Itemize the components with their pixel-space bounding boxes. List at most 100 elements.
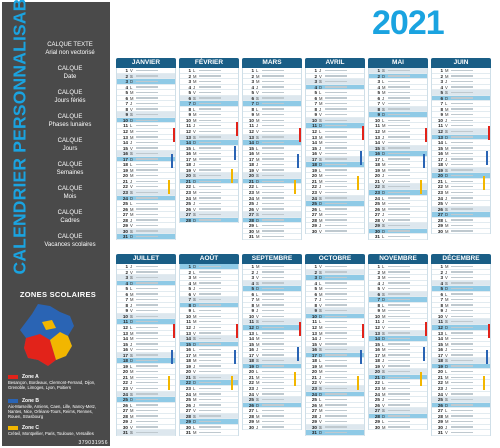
saint-name-placeholder (325, 282, 347, 284)
day-row: 17 M (243, 157, 301, 163)
day-number: 18 (248, 162, 254, 168)
day-number: 13 (248, 134, 254, 140)
day-number: 18 (311, 358, 317, 364)
day-letter: S (319, 269, 322, 275)
day-number: 22 (374, 380, 380, 386)
day-letter: J (130, 302, 133, 308)
day-letter: L (382, 419, 385, 425)
day-letter: M (130, 90, 134, 96)
saint-name-placeholder (451, 219, 473, 221)
day-row: 20 M (117, 173, 175, 179)
day-letter: M (382, 201, 386, 207)
holiday-stripe (483, 176, 485, 191)
day-number: 31 (248, 234, 254, 240)
day-letter: M (193, 280, 197, 286)
day-number: 24 (374, 195, 380, 201)
day-letter: M (319, 101, 323, 107)
zone-a-legend: Zone A Besançon, Bordeaux, Clermont-Ferr… (8, 374, 96, 390)
day-number: 26 (311, 206, 317, 212)
day-row: 23 M (369, 386, 427, 392)
saint-name-placeholder (325, 398, 347, 401)
day-letter: D (130, 156, 134, 162)
saint-name-placeholder (262, 354, 284, 356)
day-number: 4 (251, 84, 254, 90)
day-number: 14 (185, 336, 191, 342)
holiday-stripe (362, 126, 364, 141)
saint-name-placeholder (325, 370, 347, 373)
day-number: 13 (311, 330, 317, 336)
day-letter: D (130, 358, 134, 364)
day-number: 5 (251, 286, 254, 292)
day-number: 16 (311, 347, 317, 353)
day-row: 11 D (306, 123, 364, 130)
saint-name-placeholder (136, 224, 158, 227)
day-letter: M (382, 90, 386, 96)
day-letter: M (130, 134, 134, 140)
saint-name-placeholder (388, 409, 410, 412)
day-letter: M (319, 173, 323, 179)
day-letter: D (193, 419, 197, 425)
day-row: 27 M (306, 408, 364, 414)
day-row: 15 L (180, 146, 238, 152)
day-number: 19 (374, 167, 380, 173)
saint-name-placeholder (262, 197, 284, 199)
saint-name-placeholder (136, 426, 158, 428)
saint-name-placeholder (262, 152, 284, 155)
day-number: 28 (311, 217, 317, 223)
day-row: 22 V (306, 380, 364, 387)
france-zones-map (20, 304, 74, 366)
day-number: 9 (251, 112, 254, 118)
day-number: 8 (251, 302, 254, 308)
day-number: 29 (248, 223, 254, 229)
day-letter: D (130, 79, 134, 85)
saint-name-placeholder (136, 136, 158, 138)
saint-name-placeholder (199, 420, 221, 423)
day-letter: M (130, 330, 134, 336)
day-row: 23 D (369, 190, 427, 196)
day-letter: D (256, 101, 260, 107)
saint-name-placeholder (325, 174, 347, 177)
day-letter: L (319, 206, 322, 212)
day-number: 20 (311, 173, 317, 179)
day-letter: M (319, 408, 323, 414)
day-letter: V (193, 369, 196, 375)
day-row: 13 M (306, 135, 364, 141)
saint-name-placeholder (325, 354, 347, 356)
saint-name-placeholder (451, 130, 473, 132)
saint-name-placeholder (136, 365, 158, 367)
day-letter: S (319, 347, 322, 353)
day-number: 2 (377, 269, 380, 275)
day-row: 12 J (180, 325, 238, 331)
saint-name-placeholder (136, 147, 158, 149)
layer-item: CALQUE Jours (57, 138, 83, 152)
saint-name-placeholder (199, 415, 221, 417)
day-row: 30 M (243, 229, 301, 235)
day-letter: J (445, 195, 448, 201)
day-letter: J (193, 286, 196, 292)
day-row: 17 D (117, 156, 175, 163)
day-number: 7 (125, 297, 128, 303)
day-letter: J (319, 336, 322, 342)
saint-name-placeholder (451, 393, 473, 395)
day-row: 21 S (180, 374, 238, 381)
day-letter: M (445, 380, 449, 386)
day-letter: L (256, 184, 259, 190)
day-letter: L (256, 106, 259, 112)
day-letter: M (130, 129, 134, 135)
day-row: 15 M (432, 342, 490, 348)
saint-name-placeholder (136, 191, 158, 194)
saint-name-placeholder (451, 387, 473, 390)
day-number: 21 (311, 374, 317, 380)
saint-name-placeholder (325, 309, 347, 312)
day-letter: S (130, 151, 133, 157)
day-row: 31 S (117, 430, 175, 436)
